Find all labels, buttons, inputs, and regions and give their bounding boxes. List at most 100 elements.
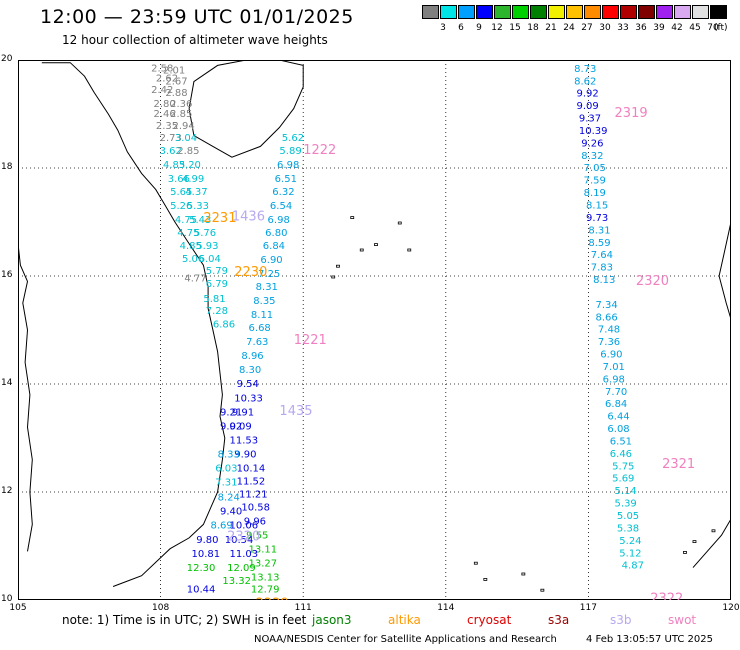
scale-label: 45: [689, 23, 701, 33]
wave-height-label: 13.11: [249, 544, 278, 555]
wave-height-label: 5.65: [170, 187, 192, 198]
wave-height-label: 9.26: [581, 138, 603, 149]
scale-label: 9: [476, 23, 482, 33]
scale-label: 6: [458, 23, 464, 33]
wave-height-label: 8.13: [593, 275, 615, 286]
wave-height-label: 2.36: [170, 99, 192, 110]
wave-height-label: 4.85: [180, 241, 202, 252]
wave-height-label: 10.81: [191, 549, 220, 560]
wave-height-label: 5.75: [612, 461, 634, 472]
wave-height-label: 7.01: [603, 362, 625, 373]
wave-height-label: 2.85: [170, 109, 192, 120]
wave-height-label: 4.87: [622, 561, 644, 572]
coastline: [718, 221, 731, 320]
lon-tick-label: 114: [437, 603, 455, 613]
lat-tick-label: 20: [1, 54, 13, 64]
wave-height-label: 6.54: [270, 201, 292, 212]
scale-swatch: [638, 5, 655, 19]
wave-height-label: 11.21: [239, 489, 268, 500]
wave-height-label: 6.68: [249, 323, 271, 334]
pass-time-label: 1436: [232, 209, 265, 224]
wave-height-label: 4.37: [185, 187, 207, 198]
page-subtitle: 12 hour collection of altimeter wave hei…: [62, 33, 328, 47]
wave-height-label: 9.96: [244, 516, 266, 527]
wave-height-label: 5.69: [612, 474, 634, 485]
wave-height-label: 11.53: [230, 435, 259, 446]
wave-height-label: 4.85: [163, 160, 185, 171]
wave-height-label: 10.14: [237, 463, 266, 474]
wave-height-label: 6.84: [605, 399, 627, 410]
scale-label: 24: [563, 23, 575, 33]
wave-height-label: 9.91: [232, 407, 254, 418]
scale-swatch: [566, 5, 583, 19]
wave-height-label: 2.01: [163, 66, 185, 77]
wave-height-label: 4.77: [184, 273, 206, 284]
wave-height-label: 6.86: [213, 319, 235, 330]
wave-height-label: 6.84: [263, 241, 285, 252]
pass-time-label: 2229: [256, 597, 289, 600]
wave-height-label: 6.79: [206, 279, 228, 290]
wave-height-label: 10.06: [230, 521, 259, 532]
pass-time-label: 2320: [227, 530, 260, 545]
pass-time-label: 2320: [636, 274, 669, 289]
wave-height-label: 7.31: [215, 478, 237, 489]
scale-label: 33: [617, 23, 629, 33]
wave-height-label: 2.88: [165, 88, 187, 99]
wave-height-label: 7.59: [584, 176, 606, 187]
wave-height-label: 2.42: [151, 85, 173, 96]
wave-height-label: 9.73: [586, 213, 608, 224]
wave-height-label: 8.24: [218, 493, 240, 504]
wave-height-label: 8.11: [251, 310, 273, 321]
island: [683, 550, 687, 554]
footer-note: note: 1) Time is in UTC; 2) SWH is in fe…: [62, 613, 307, 627]
island: [540, 588, 545, 592]
wave-height-label: 6.80: [265, 228, 287, 239]
island: [711, 529, 716, 533]
lon-tick-label: 111: [294, 603, 312, 613]
satellite-legend-cryosat: cryosat: [467, 613, 512, 627]
wave-height-label: 5.89: [279, 146, 301, 157]
island: [397, 221, 402, 225]
coastline: [18, 243, 33, 552]
scale-swatch: [602, 5, 619, 19]
wave-height-label: 2.58: [151, 63, 173, 74]
wave-height-label: 7.34: [596, 300, 618, 311]
wave-height-label: 9.21: [220, 407, 242, 418]
wave-height-label: 2.67: [165, 76, 187, 87]
scale-label: 39: [653, 23, 665, 33]
wave-height-label: 9.54: [237, 379, 259, 390]
wave-height-map: 2.582.012.622.672.422.882.802.362.462.85…: [18, 60, 731, 600]
wave-height-label: 8.31: [256, 282, 278, 293]
wave-height-label: 6.90: [260, 255, 282, 266]
island: [331, 275, 336, 279]
lon-tick-label: 105: [9, 603, 27, 613]
scale-swatch: [656, 5, 673, 19]
wave-height-label: 5.14: [615, 486, 637, 497]
wave-height-label: 3.20: [179, 160, 201, 171]
wave-height-label: 8.96: [241, 351, 263, 362]
scale-swatch: [440, 5, 457, 19]
island: [407, 248, 412, 252]
scale-label: 3: [440, 23, 446, 33]
wave-height-label: 10.33: [234, 393, 263, 404]
island: [483, 578, 488, 581]
wave-height-label: 9.09: [577, 101, 599, 112]
wave-height-label: 6.44: [607, 412, 629, 423]
scale-swatch: [710, 5, 727, 19]
wave-height-label: 8.32: [581, 151, 603, 162]
wave-height-label: 9.80: [196, 535, 218, 546]
wave-height-label: 7.28: [206, 306, 228, 317]
wave-height-label: 5.05: [617, 511, 639, 522]
wave-height-label: 6.04: [199, 254, 221, 265]
satellite-legend-s3b: s3b: [610, 613, 632, 627]
lat-tick-label: 14: [1, 378, 13, 388]
wave-height-label: 9.02: [220, 421, 242, 432]
scale-swatch: [512, 5, 529, 19]
wave-height-label: 7.64: [591, 250, 613, 261]
wave-height-label: 8.59: [588, 238, 610, 249]
wave-height-label: 7.25: [258, 269, 280, 280]
wave-height-label: 12.30: [187, 563, 216, 574]
wave-height-label: 8.69: [211, 521, 233, 532]
wave-height-label: 13.32: [222, 576, 251, 587]
wave-height-label: 8.62: [574, 76, 596, 87]
